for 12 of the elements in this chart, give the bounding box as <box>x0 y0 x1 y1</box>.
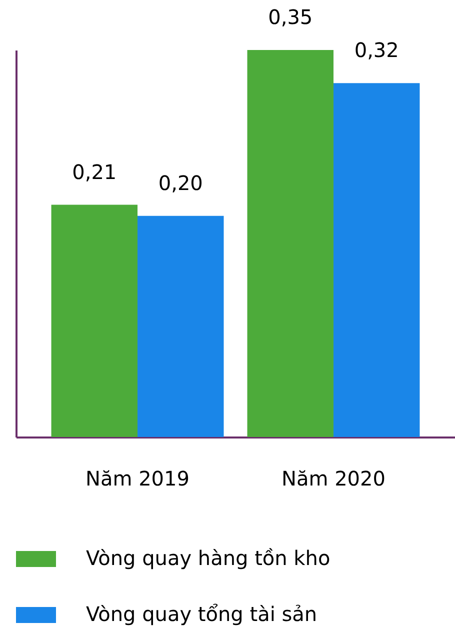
bar <box>138 216 224 437</box>
data-label: 0,35 <box>268 5 313 29</box>
bar <box>333 83 420 437</box>
data-label: 0,20 <box>158 170 203 195</box>
legend-label: Vòng quay tổng tài sản <box>86 602 318 626</box>
bar <box>51 204 138 437</box>
legend-label: Vòng quay hàng tồn kho <box>86 546 330 570</box>
x-tick-label: Năm 2019 <box>86 466 190 490</box>
bar <box>247 50 334 437</box>
x-tick-label: Năm 2020 <box>282 466 386 490</box>
data-label: 0,21 <box>72 160 117 184</box>
data-label: 0,32 <box>354 38 399 62</box>
